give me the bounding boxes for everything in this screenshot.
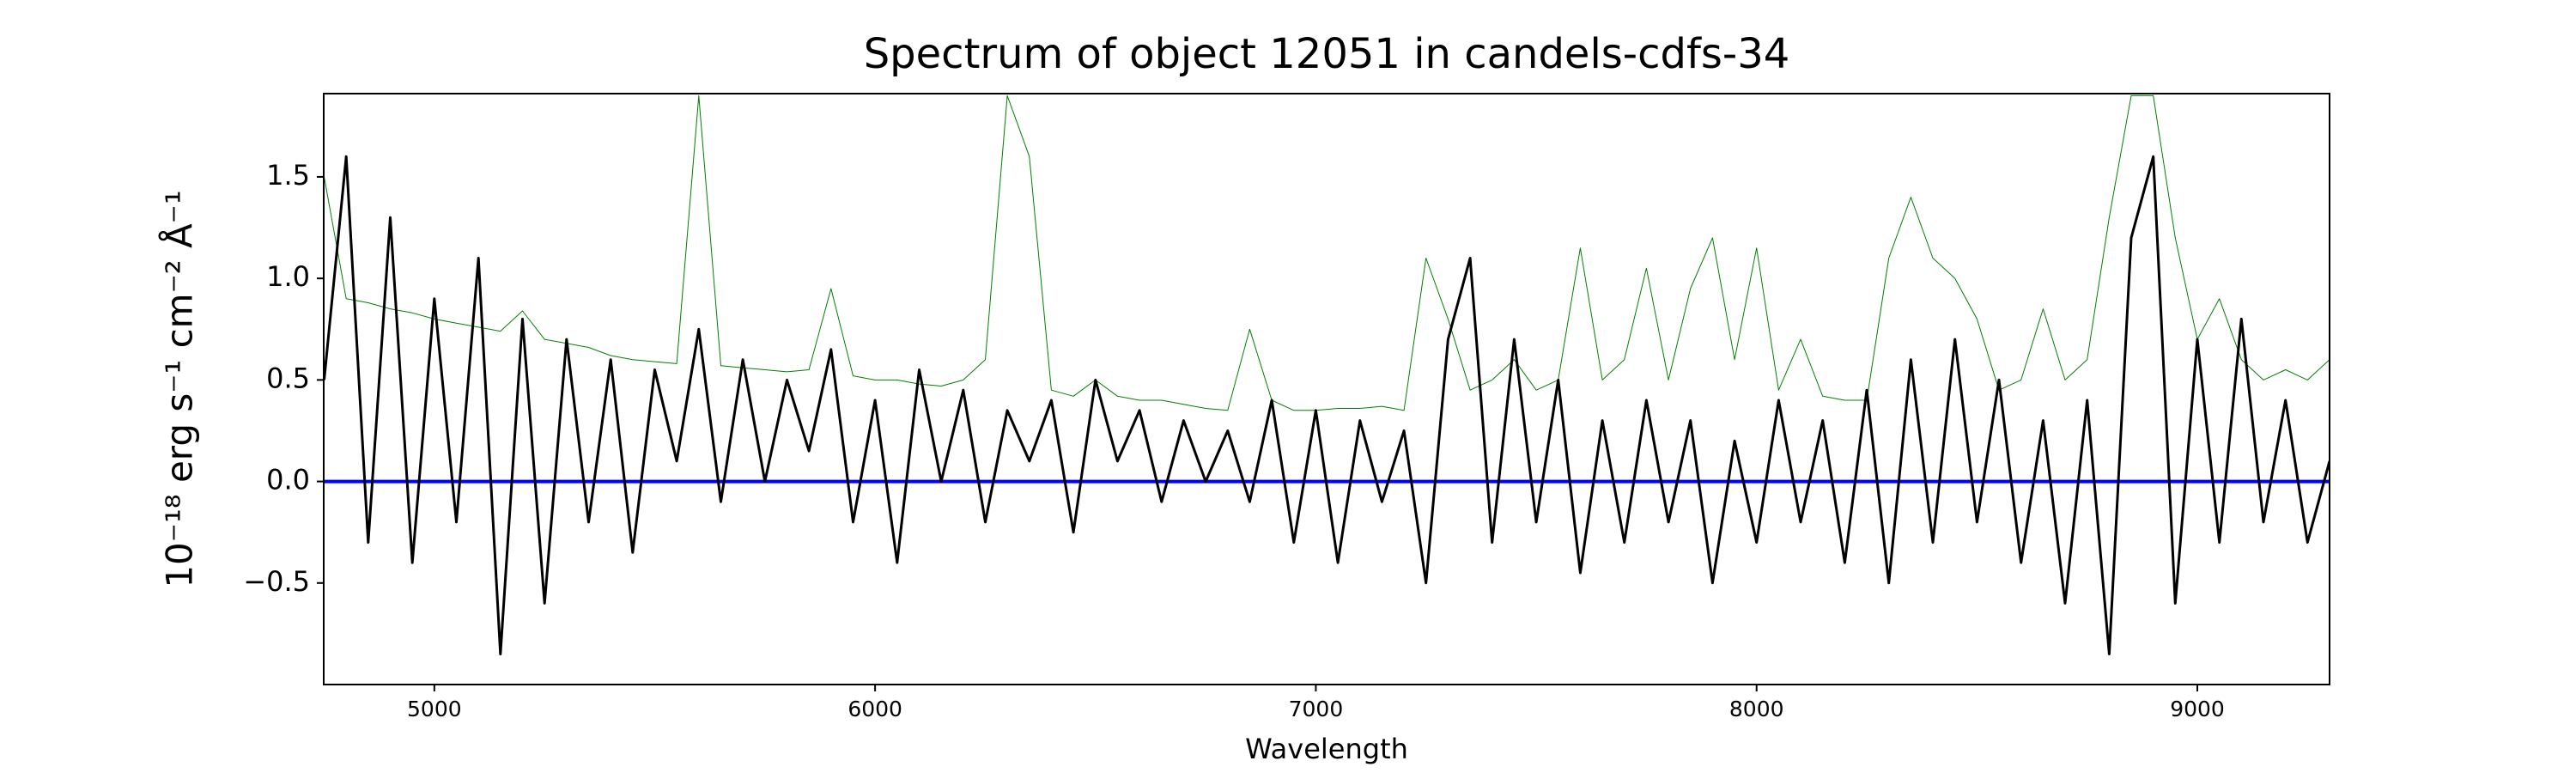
y-tick-label: 1.5	[266, 159, 310, 192]
y-tick-label: 0.5	[266, 362, 310, 394]
plot-frame	[323, 93, 2330, 685]
y-tick-label: 0.0	[266, 464, 310, 496]
chart-title: Spectrum of object 12051 in candels-cdfs…	[864, 30, 1790, 78]
y-tick-label: 1.0	[266, 260, 310, 293]
spectrum-line	[324, 94, 2330, 411]
y-axis-label: 10⁻¹⁸ erg s⁻¹ cm⁻² Å⁻¹	[158, 190, 201, 587]
x-tick-label: 8000	[1729, 697, 1784, 721]
x-axis-label: Wavelength	[1245, 733, 1408, 765]
x-tick-label: 5000	[407, 697, 462, 721]
x-tick-label: 6000	[848, 697, 902, 721]
spectrum-line	[324, 155, 2330, 655]
plot-area	[324, 94, 2330, 655]
x-tick-label: 7000	[1289, 697, 1344, 721]
y-tick-label: −0.5	[243, 565, 310, 598]
x-tick-label: 9000	[2170, 697, 2225, 721]
